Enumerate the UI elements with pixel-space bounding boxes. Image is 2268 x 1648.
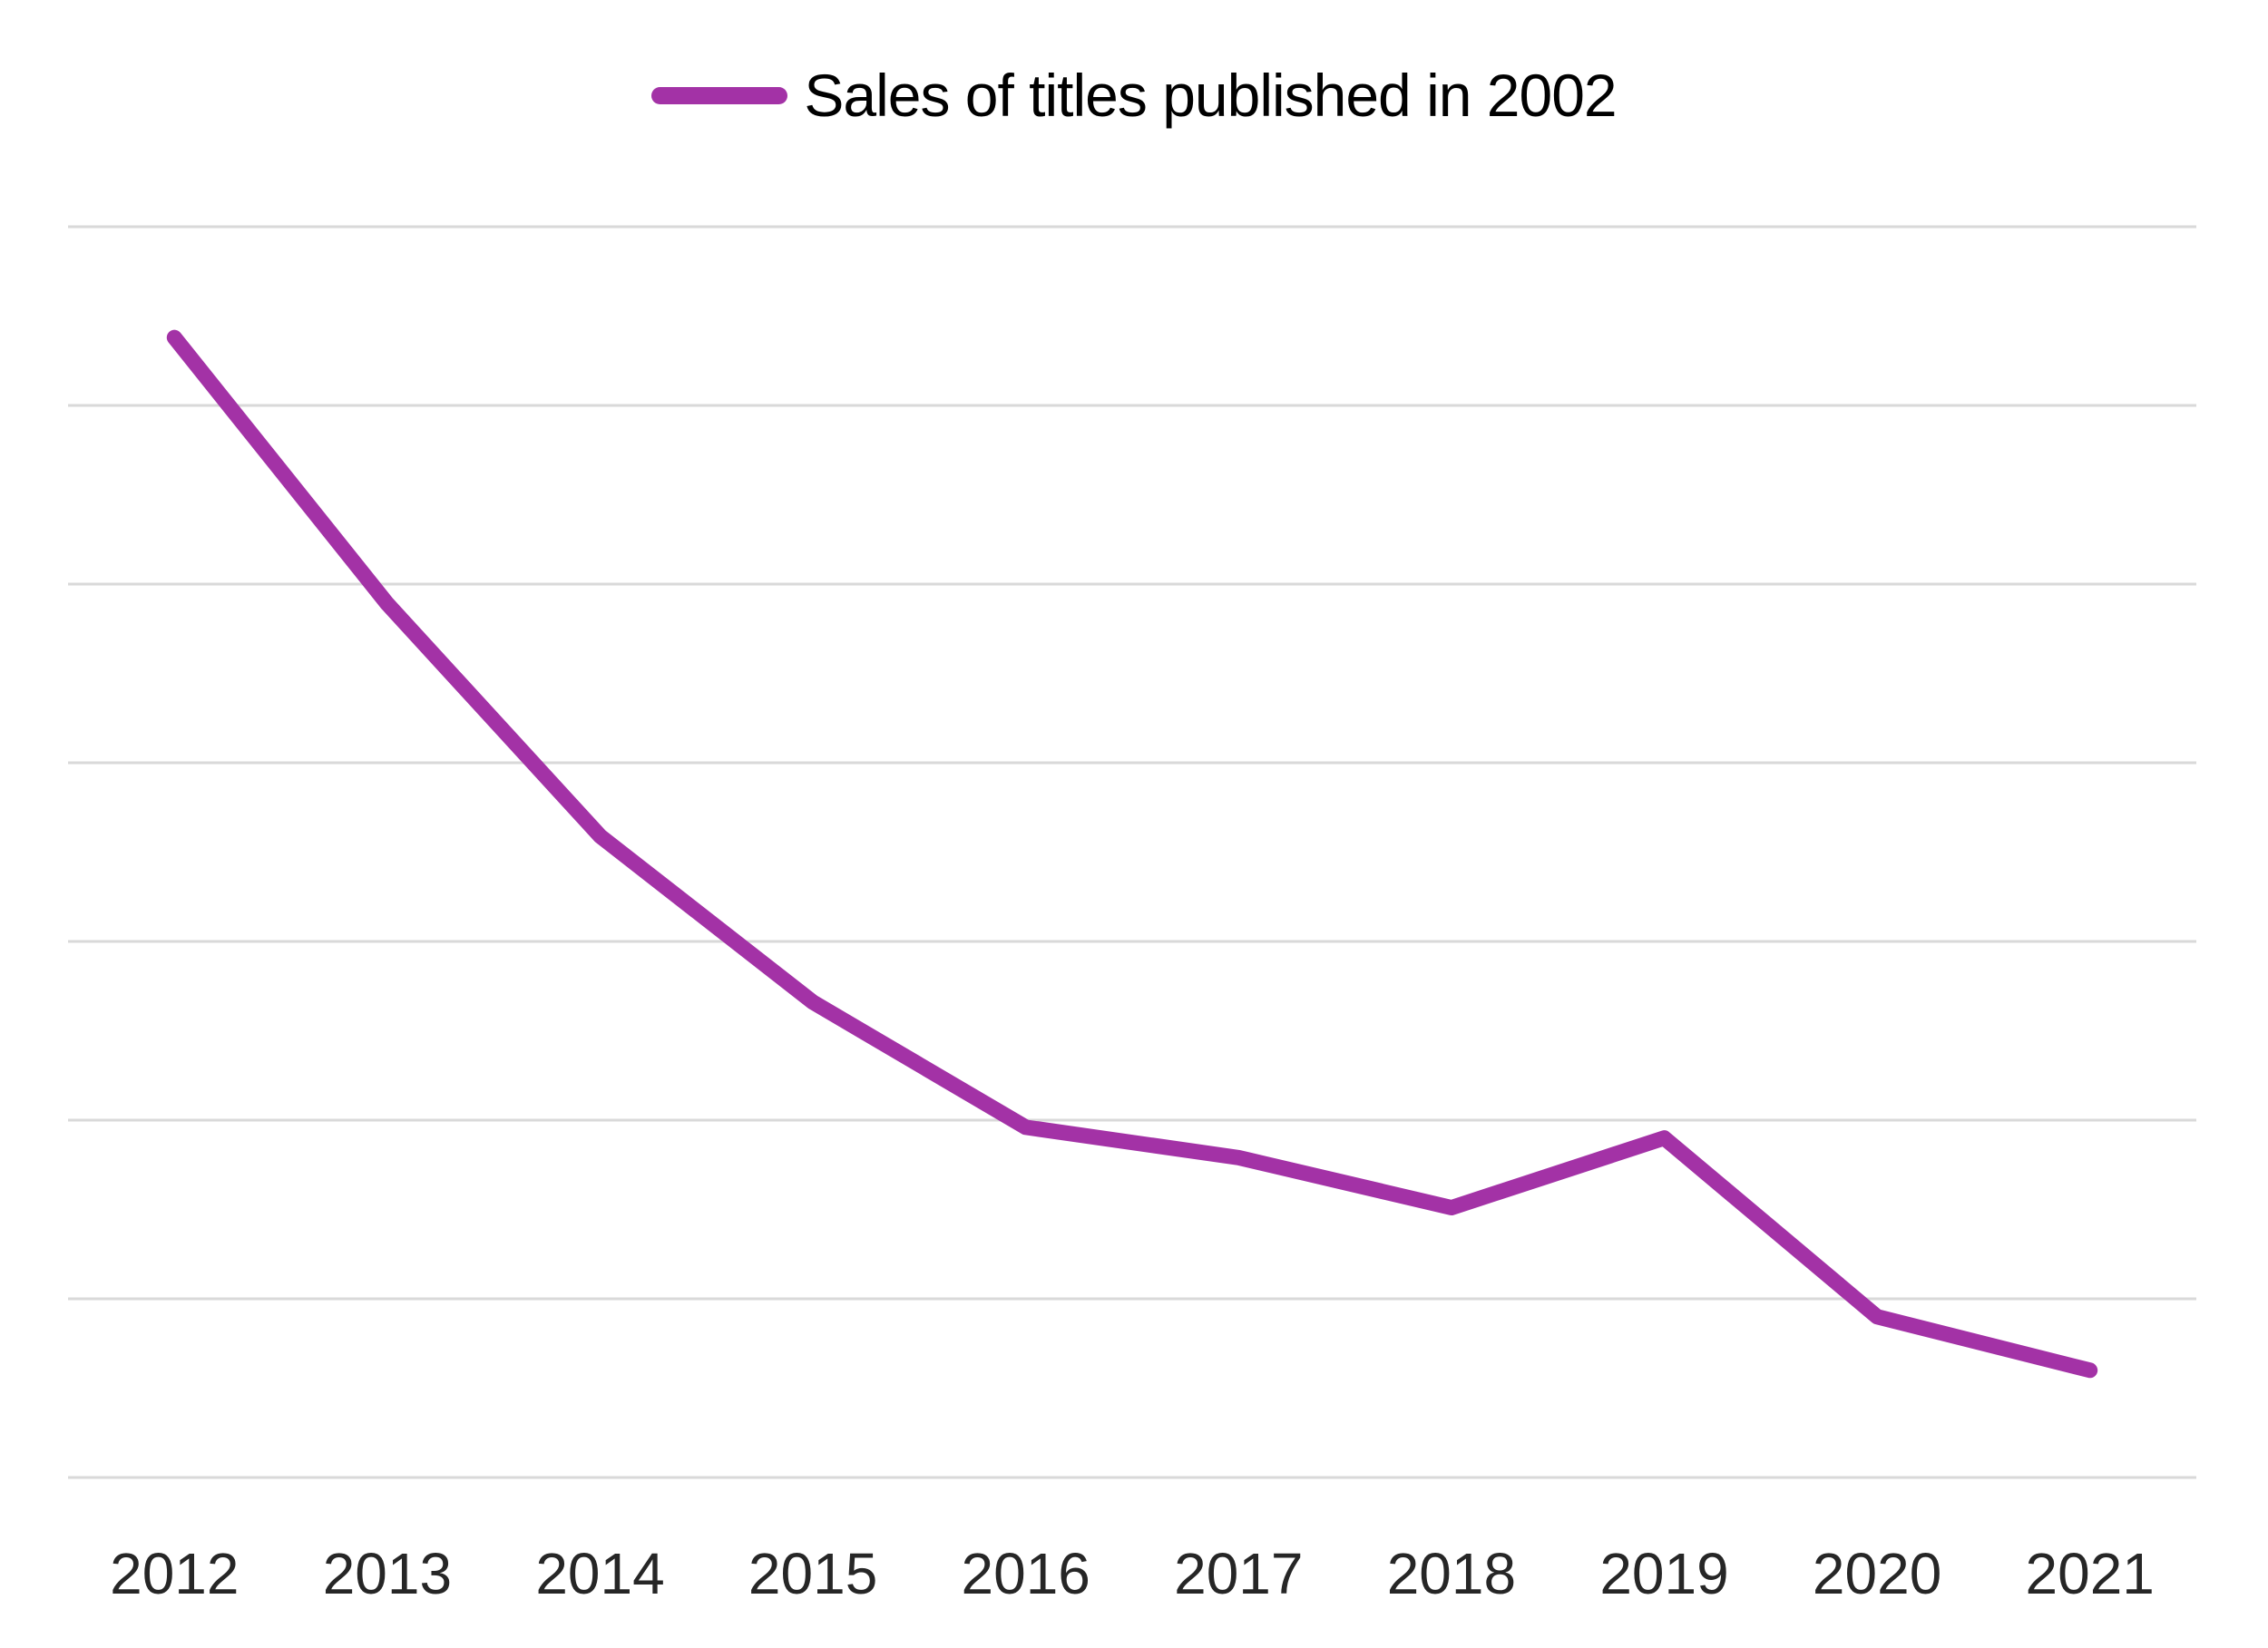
x-axis-label: 2021: [2026, 1541, 2155, 1606]
x-axis-label: 2012: [110, 1541, 239, 1606]
x-axis-label: 2017: [1174, 1541, 1303, 1606]
x-axis-labels-group: 2012 2013 2014 2015 2016 2017 2018 2019 2020 2021: [110, 1541, 2155, 1606]
series-group: [166, 329, 2098, 1379]
x-axis-label: 2018: [1387, 1541, 1516, 1606]
gridlines-group: [68, 225, 2196, 1479]
x-axis-label: 2019: [1599, 1541, 1728, 1606]
series-line: [166, 329, 2098, 1379]
x-axis-label: 2016: [962, 1541, 1090, 1606]
x-axis-label: 2015: [748, 1541, 877, 1606]
x-axis-label: 2014: [535, 1541, 664, 1606]
x-axis-label: 2020: [1813, 1541, 1941, 1606]
x-axis-label: 2013: [323, 1541, 452, 1606]
